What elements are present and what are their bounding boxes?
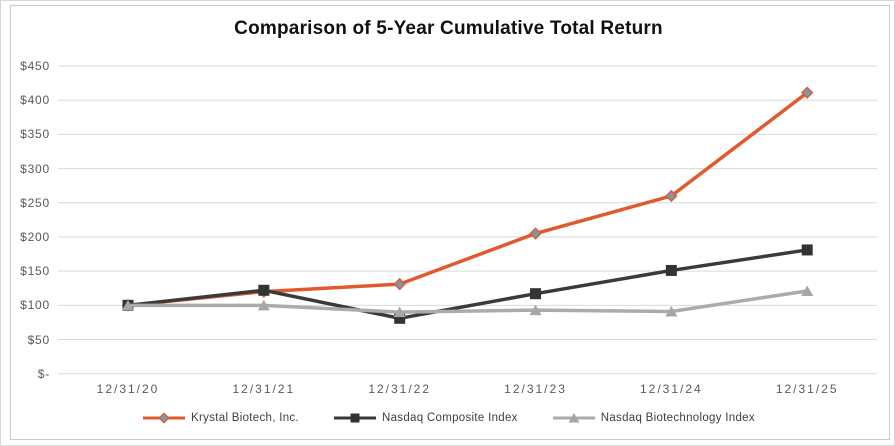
data-point-square xyxy=(801,244,813,256)
x-tick-label: 12/31/20 xyxy=(96,382,160,396)
x-tick-label: 12/31/21 xyxy=(232,382,296,396)
y-tick-label: $250 xyxy=(20,195,50,210)
x-tick-label: 12/31/23 xyxy=(504,382,567,396)
legend-item: Nasdaq Composite Index xyxy=(333,410,518,426)
data-point-diamond xyxy=(393,277,406,291)
legend: Krystal Biotech, Inc. Nasdaq Composite In… xyxy=(1,407,894,429)
legend-swatch-square-icon xyxy=(333,413,376,423)
legend-item: Nasdaq Biotechnology Index xyxy=(552,410,755,426)
y-tick-label: $300 xyxy=(20,161,50,176)
data-point-triangle xyxy=(665,305,678,317)
data-point-triangle xyxy=(122,299,134,311)
series-line xyxy=(126,248,809,321)
y-tick-label: $150 xyxy=(20,264,50,279)
legend-item: Krystal Biotech, Inc. xyxy=(142,410,299,426)
y-tick-label: $200 xyxy=(20,229,50,244)
legend-label: Nasdaq Composite Index xyxy=(381,412,518,424)
data-point-square xyxy=(530,288,542,300)
data-point-triangle xyxy=(801,285,814,296)
y-tick-label: $400 xyxy=(20,93,50,108)
legend-swatch-diamond-icon xyxy=(143,412,186,424)
legend-label: Krystal Biotech, Inc. xyxy=(191,412,299,424)
series-line xyxy=(126,289,809,314)
x-tick-label: 12/31/22 xyxy=(368,382,432,396)
y-tick-label: $100 xyxy=(20,298,50,313)
data-point-square xyxy=(665,264,677,276)
legend-swatch-triangle-icon xyxy=(552,413,595,423)
chart-title: Comparison of 5-Year Cumulative Total Re… xyxy=(234,18,663,39)
series-line xyxy=(126,90,809,308)
data-point-square xyxy=(258,284,270,296)
data-point-triangle xyxy=(529,304,542,316)
data-point-triangle xyxy=(257,299,270,311)
data-point-diamond xyxy=(801,86,814,99)
chart-frame xyxy=(10,5,890,440)
y-tick-label: $- xyxy=(37,366,50,381)
data-point-square xyxy=(394,312,406,324)
y-tick-label: $350 xyxy=(20,127,50,142)
x-tick-label: 12/31/25 xyxy=(775,382,839,396)
data-point-diamond xyxy=(665,189,678,203)
legend-label: Nasdaq Biotechnology Index xyxy=(600,412,755,424)
y-tick-label: $50 xyxy=(27,332,50,347)
data-point-diamond xyxy=(529,227,542,240)
data-point-triangle xyxy=(393,306,406,318)
y-tick-label: $450 xyxy=(20,59,50,73)
x-tick-label: 12/31/24 xyxy=(640,382,703,396)
